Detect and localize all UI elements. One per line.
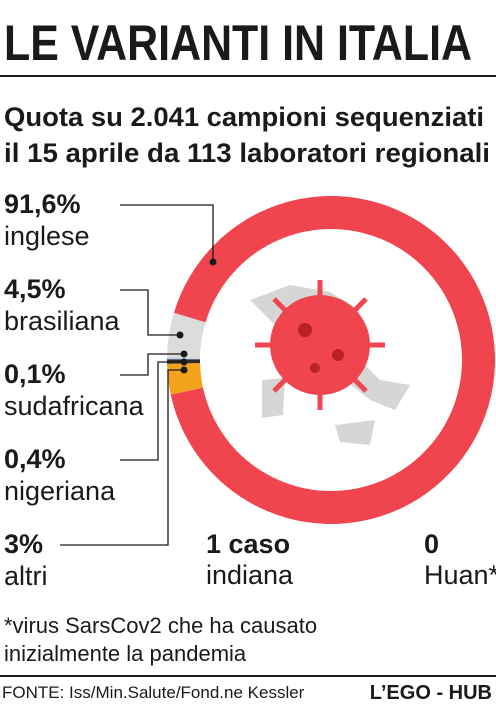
virus-dot [332, 349, 344, 361]
leader-line [120, 361, 184, 461]
category-label: nigeriana [4, 476, 116, 506]
donut-segment [167, 363, 203, 395]
category-label: brasiliana [4, 306, 121, 336]
title: LE VARIANTI IN ITALIA [4, 15, 472, 71]
value-label: 0,4% [4, 444, 66, 474]
donut-segment [167, 312, 206, 359]
credit: L’EGO - HUB [370, 682, 492, 704]
leader-dot [209, 258, 217, 266]
virus-dot [310, 363, 320, 373]
footnote: *virus SarsCov2 che ha causato [4, 613, 317, 638]
virus [270, 295, 370, 395]
leader-dot [176, 331, 184, 339]
value-label: 91,6% [4, 189, 81, 219]
leader-line [120, 204, 214, 262]
note-label: Huan* [424, 560, 496, 590]
category-label: inglese [4, 221, 90, 251]
virus-dot [298, 323, 312, 337]
illustration [250, 280, 410, 445]
leader-line [120, 289, 180, 336]
leader-dot [180, 366, 188, 374]
note-label: indiana [206, 560, 294, 590]
value-label: 3% [4, 529, 43, 559]
subtitle: Quota su 2.041 campioni sequenziati [4, 102, 484, 132]
subtitle: il 15 aprile da 113 laboratori regionali [4, 138, 490, 168]
leader-line [60, 369, 184, 546]
source: FONTE: Iss/Min.Salute/Fond.ne Kessler [2, 683, 305, 702]
category-label: altri [4, 561, 48, 591]
leader-dot [180, 358, 188, 366]
leader-dot [180, 350, 188, 358]
note-value: 0 [424, 529, 439, 559]
value-label: 0,1% [4, 359, 66, 389]
leader-line [120, 353, 184, 376]
category-label: sudafricana [4, 391, 145, 421]
note-value: 1 caso [206, 529, 290, 559]
sicily [335, 420, 375, 445]
footnote: inizialmente la pandemia [4, 641, 247, 666]
value-label: 4,5% [4, 274, 66, 304]
